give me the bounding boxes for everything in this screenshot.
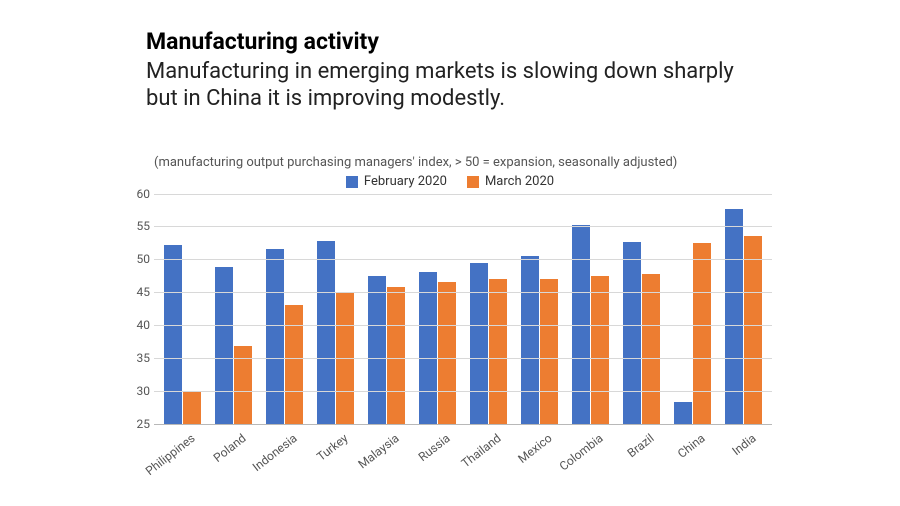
x-tick-label: Russia	[415, 431, 452, 464]
x-tick-label: Turkey	[314, 431, 350, 464]
y-tick-label: 60	[126, 187, 150, 201]
x-tick-label: Mexico	[515, 431, 554, 466]
legend-swatch	[346, 176, 358, 188]
bar	[368, 276, 386, 423]
bar	[521, 256, 539, 424]
legend-label: March 2020	[485, 174, 554, 189]
y-tick-label: 55	[126, 219, 150, 233]
bar	[215, 267, 233, 423]
y-tick-label: 25	[126, 417, 150, 431]
title-block: Manufacturing activity Manufacturing in …	[146, 28, 766, 113]
bar	[317, 241, 335, 424]
legend-item: March 2020	[467, 174, 554, 189]
gridline	[154, 292, 772, 293]
legend-swatch	[467, 176, 479, 188]
bar	[266, 249, 284, 424]
gridline	[154, 325, 772, 326]
bar	[623, 242, 641, 423]
x-tick-label: Malaysia	[355, 431, 401, 471]
bar	[642, 274, 660, 423]
pmi-chart: (manufacturing output purchasing manager…	[120, 155, 780, 485]
y-tick-label: 50	[126, 252, 150, 266]
x-tick-label: Poland	[210, 431, 248, 465]
bar	[438, 282, 456, 423]
bar	[419, 272, 437, 423]
bar	[674, 402, 692, 423]
x-tick-label: Thailand	[458, 431, 503, 470]
x-tick-label: India	[729, 431, 758, 458]
legend-item: February 2020	[346, 174, 447, 189]
x-tick-label: Indonesia	[249, 431, 299, 474]
bar	[744, 236, 762, 423]
gridline	[154, 391, 772, 392]
gridline	[154, 358, 772, 359]
bar	[591, 276, 609, 424]
bar	[540, 279, 558, 424]
page-subtitle: Manufacturing in emerging markets is slo…	[146, 58, 766, 113]
y-tick-label: 30	[126, 384, 150, 398]
x-tick-label: Brazil	[624, 431, 656, 460]
x-tick-label: Colombia	[556, 431, 605, 474]
x-tick-label: Philippines	[142, 431, 197, 478]
plot-area: 2530354045505560	[154, 194, 772, 425]
y-tick-label: 40	[126, 318, 150, 332]
legend: February 2020 March 2020	[120, 174, 780, 192]
page-title: Manufacturing activity	[146, 28, 766, 56]
bar	[489, 279, 507, 424]
gridline	[154, 194, 772, 195]
bar	[183, 392, 201, 424]
x-tick-label: China	[674, 431, 707, 461]
chart-page: Manufacturing activity Manufacturing in …	[0, 0, 900, 506]
bar	[387, 287, 405, 424]
y-tick-label: 45	[126, 285, 150, 299]
bar	[164, 245, 182, 424]
legend-label: February 2020	[364, 174, 447, 189]
bar	[693, 243, 711, 424]
gridline	[154, 259, 772, 260]
x-axis-labels: PhilippinesPolandIndonesiaTurkeyMalaysia…	[154, 425, 772, 485]
gridline	[154, 226, 772, 227]
bars-layer	[154, 194, 772, 424]
chart-note: (manufacturing output purchasing manager…	[120, 155, 780, 170]
bar	[470, 263, 488, 424]
bar	[285, 305, 303, 423]
y-tick-label: 35	[126, 351, 150, 365]
